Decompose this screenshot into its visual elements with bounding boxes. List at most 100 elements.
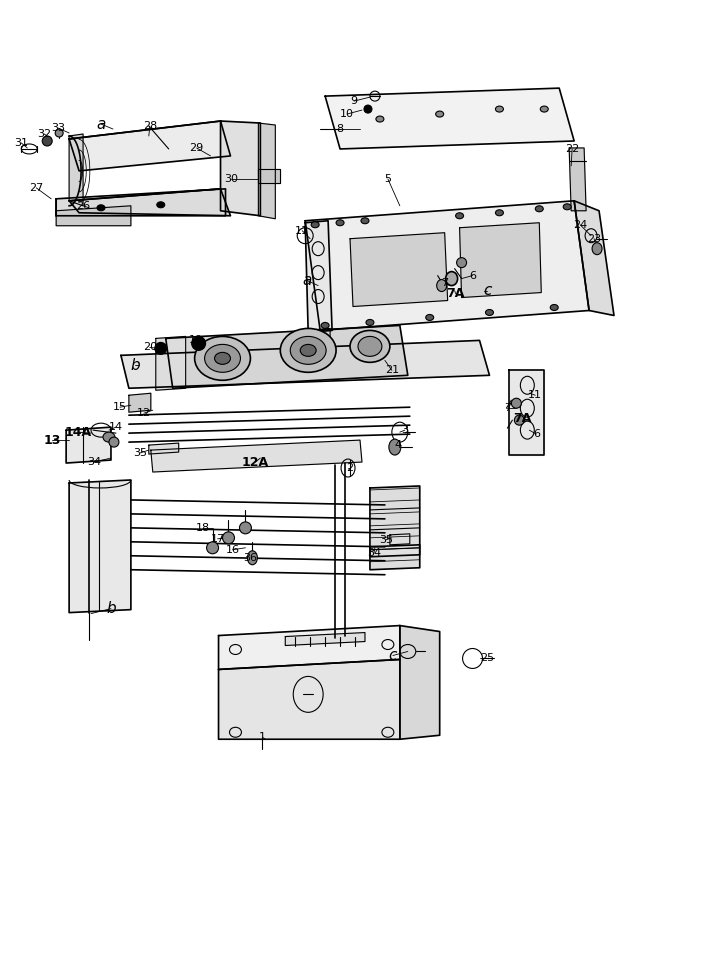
Polygon shape [370,486,420,570]
Ellipse shape [361,218,369,224]
Ellipse shape [376,116,384,122]
Text: 11: 11 [295,226,309,236]
Text: 19: 19 [189,336,203,345]
Ellipse shape [97,205,105,210]
Text: 27: 27 [29,183,43,193]
Text: 26: 26 [76,201,90,210]
Text: 35: 35 [379,534,393,545]
Ellipse shape [456,258,466,268]
Ellipse shape [350,331,390,362]
Text: 10: 10 [340,109,354,120]
Polygon shape [400,625,440,739]
Text: b: b [106,601,116,616]
Ellipse shape [157,202,164,207]
Ellipse shape [436,279,446,292]
Polygon shape [325,88,574,149]
Polygon shape [149,443,179,454]
Ellipse shape [496,209,503,216]
Text: 34: 34 [367,548,381,557]
Text: 17: 17 [211,533,224,544]
Polygon shape [69,121,231,171]
Text: 5: 5 [384,174,392,184]
Ellipse shape [109,437,119,447]
Ellipse shape [336,220,344,226]
Ellipse shape [42,136,52,146]
Text: 25: 25 [481,654,495,663]
Polygon shape [390,533,410,545]
Ellipse shape [426,315,434,320]
Polygon shape [509,370,544,455]
Text: 6: 6 [469,271,476,281]
Text: 2: 2 [347,463,354,473]
Ellipse shape [223,532,234,544]
Ellipse shape [511,399,521,408]
Ellipse shape [496,106,503,112]
Text: 21: 21 [384,365,399,376]
Polygon shape [156,337,186,390]
Text: 12: 12 [137,408,151,418]
Polygon shape [69,189,231,216]
Text: 22: 22 [565,144,580,154]
Text: 15: 15 [113,402,127,412]
Polygon shape [305,221,332,333]
Text: 34: 34 [87,457,101,467]
Ellipse shape [204,344,241,372]
Text: 7A: 7A [513,412,532,424]
Ellipse shape [535,206,543,212]
Text: 24: 24 [573,220,587,229]
Ellipse shape [290,337,326,364]
Text: a: a [96,117,105,132]
Text: c: c [483,283,492,298]
Polygon shape [151,440,362,472]
Ellipse shape [206,542,219,554]
Text: 30: 30 [224,174,239,184]
Text: 4: 4 [394,440,402,450]
Polygon shape [258,169,281,183]
Polygon shape [121,340,489,388]
Text: 13: 13 [43,434,61,446]
Ellipse shape [436,111,444,117]
Ellipse shape [155,342,167,355]
Text: a: a [303,273,312,288]
Ellipse shape [540,106,548,112]
Text: 35: 35 [133,448,147,458]
Polygon shape [221,121,261,216]
Polygon shape [305,201,589,331]
Text: 6: 6 [533,429,540,439]
Text: 36: 36 [244,553,258,563]
Ellipse shape [281,329,336,372]
Text: 16: 16 [226,545,239,554]
Text: c: c [389,648,397,663]
Ellipse shape [364,105,372,113]
Text: 9: 9 [350,97,357,106]
Text: 18: 18 [196,523,209,532]
Polygon shape [129,393,151,412]
Text: 31: 31 [14,138,28,148]
Text: b: b [130,358,140,373]
Ellipse shape [248,551,257,565]
Ellipse shape [239,522,251,533]
Ellipse shape [194,337,251,380]
Text: 14: 14 [109,423,123,432]
Polygon shape [56,206,131,226]
Polygon shape [166,325,408,388]
Text: 7A: 7A [446,287,465,300]
Text: 8: 8 [337,124,344,134]
Text: 1: 1 [259,732,266,742]
Ellipse shape [103,432,115,442]
Ellipse shape [592,243,602,254]
Text: 28: 28 [142,121,157,131]
Polygon shape [305,329,330,358]
Ellipse shape [366,319,374,325]
Polygon shape [69,134,83,206]
Text: 11: 11 [528,390,543,401]
Ellipse shape [486,310,493,315]
Ellipse shape [514,415,524,425]
Ellipse shape [456,213,464,219]
Polygon shape [258,123,276,219]
Text: 23: 23 [587,233,601,244]
Polygon shape [574,201,614,315]
Text: 14A: 14A [65,425,92,439]
Polygon shape [66,427,111,463]
Polygon shape [56,189,226,216]
